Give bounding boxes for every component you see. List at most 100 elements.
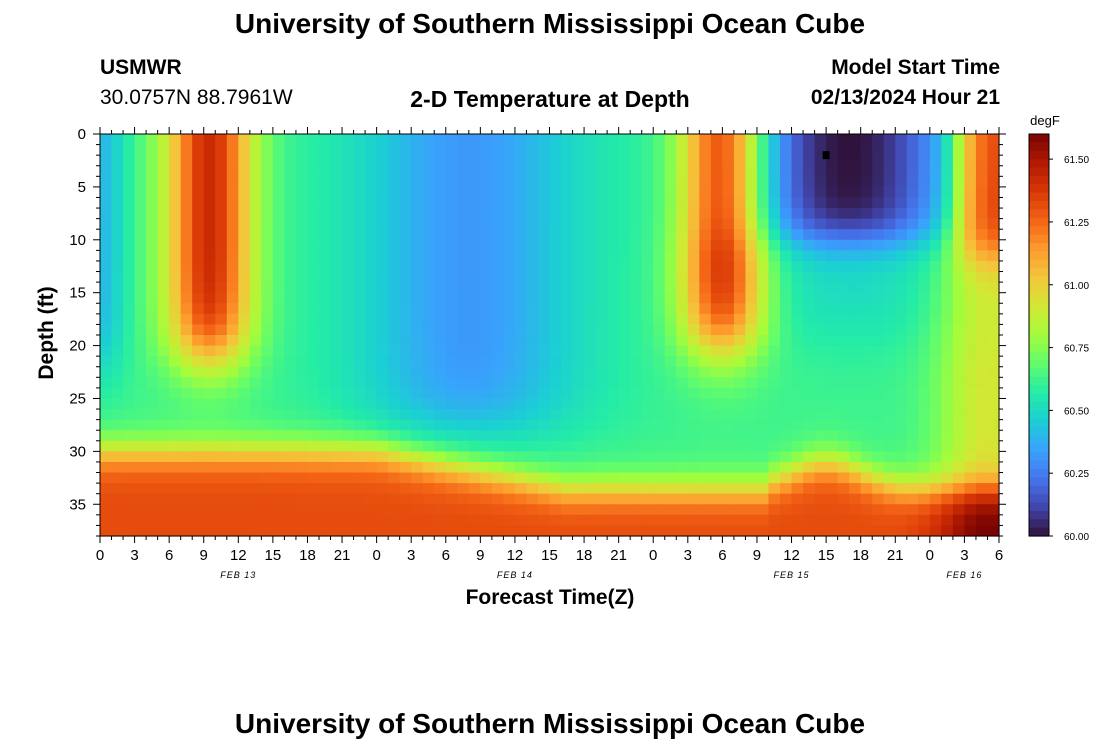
heatmap-cell [307,229,320,241]
heatmap-cell [803,377,816,389]
heatmap-cell [284,356,297,368]
heatmap-cell [284,218,297,230]
heatmap-cell [526,356,539,368]
heatmap-cell [468,504,481,516]
heatmap-cell [549,366,562,378]
heatmap-cell [826,239,839,251]
heatmap-cell [503,260,516,273]
heatmap-cell [756,313,770,326]
heatmap-cell [975,260,989,273]
heatmap-cell [388,493,401,505]
heatmap-cell [803,409,816,421]
heatmap-cell [526,176,539,188]
heatmap-cell [872,134,885,146]
heatmap-cell [664,419,677,431]
heatmap-cell [342,218,355,230]
heatmap-cell [411,313,424,326]
heatmap-cell [987,186,1000,199]
heatmap-cell [918,430,931,442]
heatmap-cell [169,292,182,304]
heatmap-cell [883,176,896,188]
heatmap-cell [284,176,297,188]
heatmap-cell [157,144,170,156]
heatmap-cell [572,398,585,410]
heatmap-cell [849,451,862,463]
heatmap-cell [434,504,447,516]
heatmap-cell [284,229,297,241]
heatmap-cell [503,313,516,326]
heatmap-cell [146,430,159,442]
heatmap-cell [618,419,631,431]
heatmap-cell [895,250,908,262]
heatmap-cell [780,229,793,241]
heatmap-cell [941,271,954,283]
heatmap-cell [330,197,343,209]
heatmap-cell [906,229,919,241]
heatmap-cell [215,144,228,156]
heatmap-cell [906,483,919,495]
heatmap-cell [111,144,124,156]
heatmap-cell [918,514,931,527]
heatmap-cell [975,335,989,347]
heatmap-cell [503,282,516,294]
x-axis-label: Forecast Time(Z) [466,586,635,609]
heatmap-cell [572,313,585,326]
colorbar-tick-label: 60.75 [1064,344,1089,355]
heatmap-cell [537,197,551,209]
heatmap-cell [457,197,470,209]
heatmap-cell [941,186,954,199]
heatmap-cell [123,398,136,410]
heatmap-cell [111,387,124,400]
heatmap-cell [376,155,389,167]
heatmap-cell [342,155,355,167]
heatmap-cell [929,239,942,251]
heatmap-cell [365,335,378,347]
colorbar-segment [1029,134,1049,143]
heatmap-cell [929,461,942,474]
heatmap-cell [295,176,309,188]
heatmap-cell [918,504,931,516]
heatmap-cell [445,366,458,378]
heatmap-cell [376,493,389,505]
heatmap-cell [814,335,827,347]
heatmap-cell [203,303,216,315]
heatmap-cell [687,303,700,315]
heatmap-cell [987,440,1000,452]
heatmap-cell [699,292,712,304]
heatmap-cell [388,504,401,516]
heatmap-cell [203,377,216,389]
heatmap-cell [295,366,309,378]
heatmap-cell [422,345,435,357]
heatmap-cell [399,229,412,241]
heatmap-cell [987,292,1000,304]
heatmap-cell [342,250,355,262]
x-tick-label: 18 [299,547,316,564]
heatmap-cell [572,208,585,220]
heatmap-cell [526,366,539,378]
heatmap-cell [353,430,366,442]
heatmap-cell [249,409,262,421]
heatmap-cell [514,282,528,294]
heatmap-cell [756,335,770,347]
heatmap-cell [791,134,804,146]
x-axis: 0 3 6 9 12 15 18 21 0 3 6 9 12 15 18 21 0 3 6 9 12 15 18 21 0 3 6F… [96,127,1003,580]
heatmap-cell [514,504,528,516]
heatmap-cell [607,472,620,484]
heatmap-cell [111,165,124,177]
heatmap-cell [826,176,839,188]
heatmap-cell [641,144,654,156]
heatmap-cell [733,282,747,294]
heatmap-cell [261,409,274,421]
colorbar-segment [1029,167,1049,177]
heatmap-cell [434,377,447,389]
heatmap-cell [895,282,908,294]
heatmap-cell [803,155,816,167]
heatmap-cell [756,260,770,273]
heatmap-cell [595,197,608,209]
heatmap-cell [365,260,378,273]
heatmap-cell [941,134,954,146]
heatmap-cell [468,493,481,505]
heatmap-cell [226,377,239,389]
heatmap-cell [457,250,470,262]
heatmap-cell [111,250,124,262]
